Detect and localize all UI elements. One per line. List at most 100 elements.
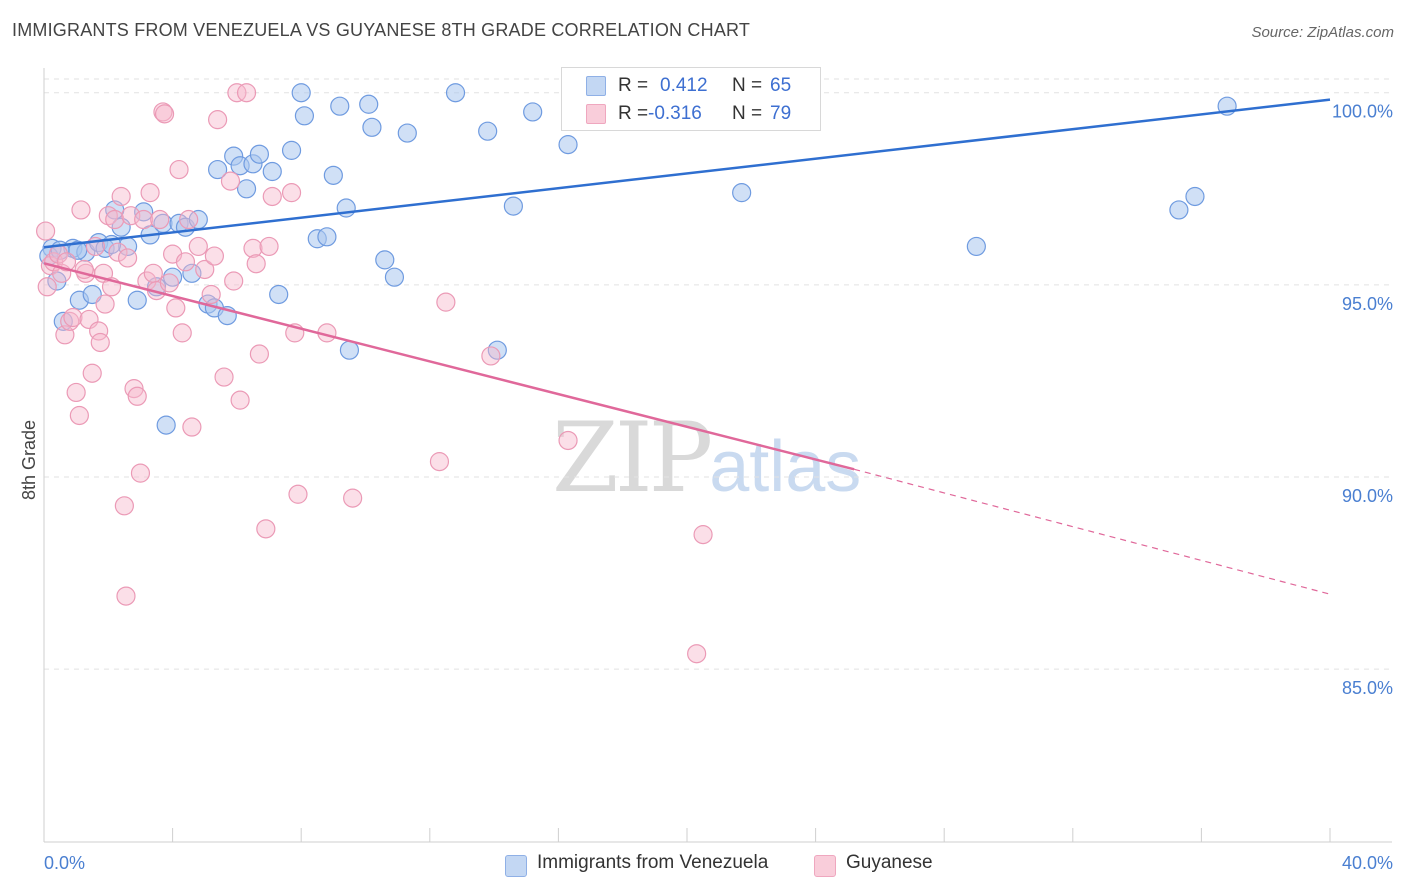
- legend-n-value: 79: [770, 103, 792, 124]
- legend-n-value: 65: [770, 75, 792, 96]
- data-point-guyanese: [69, 405, 89, 426]
- data-point-guyanese: [687, 644, 707, 664]
- legend-r-value: -0.316: [648, 103, 702, 124]
- chart-title: IMMIGRANTS FROM VENEZUELA VS GUYANESE 8T…: [12, 20, 751, 40]
- data-point-guyanese: [154, 104, 175, 124]
- data-point-venezuela: [262, 161, 282, 182]
- data-point-venezuela: [523, 102, 543, 122]
- data-point-guyanese: [111, 186, 131, 207]
- data-point-guyanese: [195, 259, 215, 280]
- data-point-guyanese: [66, 382, 86, 403]
- bottom-legend-label-guyanese: Guyanese: [846, 852, 933, 873]
- data-point-guyanese: [56, 252, 77, 272]
- trend-line-guyanese-extension: [854, 468, 1331, 595]
- zipatlas-watermark: ZIPatlas: [552, 402, 861, 514]
- data-point-guyanese: [90, 332, 110, 353]
- data-point-venezuela: [375, 250, 395, 270]
- data-point-guyanese: [117, 248, 138, 268]
- watermark-atlas: atlas: [709, 427, 862, 507]
- data-point-guyanese: [220, 171, 241, 191]
- data-point-venezuela: [362, 117, 382, 137]
- data-point-guyanese: [37, 277, 57, 297]
- data-point-venezuela: [317, 227, 337, 247]
- data-point-guyanese: [259, 236, 279, 257]
- legend-row-guyanese: R = -0.316 N = 79: [562, 100, 820, 128]
- trend-line-guyanese: [43, 262, 855, 471]
- data-point-guyanese: [288, 484, 308, 504]
- data-point-guyanese: [281, 183, 302, 203]
- data-point-guyanese: [63, 307, 83, 328]
- data-point-venezuela: [294, 106, 315, 126]
- axis-labels: 85.0% 90.0% 95.0% 100.0% 0.0% 40.0% 8th Grade: [19, 102, 1393, 873]
- data-point-guyanese: [429, 452, 450, 472]
- data-point-venezuela: [558, 135, 578, 155]
- data-point-venezuela: [1169, 200, 1189, 220]
- data-point-guyanese: [143, 263, 163, 283]
- data-point-guyanese: [105, 209, 125, 230]
- bottom-legend-swatch-pink: [814, 855, 836, 877]
- data-point-guyanese: [130, 463, 151, 483]
- data-point-venezuela: [323, 165, 343, 185]
- data-point-guyanese: [114, 496, 134, 516]
- data-point-venezuela: [163, 267, 183, 287]
- source-label: Source: ZipAtlas.com: [1251, 24, 1394, 41]
- data-point-guyanese: [249, 344, 270, 364]
- legend-swatch-pink: [586, 104, 606, 124]
- legend-r-label: R =: [618, 103, 649, 124]
- legend-swatch-blue: [586, 76, 606, 96]
- data-point-guyanese: [224, 271, 244, 291]
- y-tick-label: 100.0%: [1332, 102, 1393, 122]
- series-guyanese-points: [36, 83, 713, 664]
- data-point-guyanese: [140, 183, 160, 203]
- data-point-venezuela: [732, 183, 752, 203]
- trend-line-venezuela: [43, 98, 1331, 249]
- data-point-guyanese: [172, 323, 192, 343]
- data-point-guyanese: [230, 390, 250, 410]
- data-point-venezuela: [249, 144, 270, 164]
- data-point-guyanese: [169, 159, 189, 180]
- data-point-guyanese: [36, 221, 56, 241]
- data-point-guyanese: [481, 346, 501, 366]
- data-point-venezuela: [236, 179, 257, 199]
- bottom-legend-label-venezuela: Immigrants from Venezuela: [537, 852, 769, 873]
- data-point-venezuela: [156, 415, 176, 435]
- data-point-guyanese: [227, 83, 247, 103]
- data-point-guyanese: [127, 386, 147, 406]
- bottom-legend-swatch-blue: [505, 855, 527, 877]
- data-point-venezuela: [82, 284, 102, 305]
- data-point-venezuela: [445, 83, 466, 103]
- x-tick-label: 40.0%: [1342, 853, 1393, 873]
- data-point-guyanese: [214, 367, 234, 387]
- data-point-guyanese: [201, 284, 221, 305]
- data-point-guyanese: [208, 110, 228, 130]
- data-point-venezuela: [182, 263, 202, 283]
- data-point-guyanese: [95, 294, 115, 314]
- y-axis-label: 8th Grade: [19, 420, 39, 500]
- data-point-venezuela: [339, 340, 360, 360]
- data-point-guyanese: [246, 254, 266, 274]
- data-point-guyanese: [262, 186, 282, 207]
- x-tick-label: 0.0%: [44, 853, 85, 873]
- data-point-guyanese: [108, 242, 128, 262]
- data-point-guyanese: [179, 209, 199, 230]
- data-point-guyanese: [82, 363, 102, 383]
- data-point-venezuela: [384, 267, 405, 287]
- legend-row-venezuela: R = 0.412 N = 65: [562, 72, 820, 100]
- data-point-venezuela: [134, 202, 154, 222]
- data-point-venezuela: [127, 290, 147, 310]
- data-point-guyanese: [236, 83, 257, 103]
- y-tick-label: 90.0%: [1342, 486, 1393, 506]
- y-tick-label: 85.0%: [1342, 678, 1393, 698]
- data-point-guyanese: [182, 417, 202, 437]
- data-point-venezuela: [397, 123, 417, 143]
- data-point-guyanese: [159, 273, 179, 293]
- legend-r-label: R =: [618, 75, 649, 96]
- data-point-guyanese: [134, 209, 154, 230]
- data-point-guyanese: [243, 238, 263, 258]
- legend-n-label: N =: [732, 75, 763, 96]
- data-point-guyanese: [693, 525, 713, 545]
- data-point-venezuela: [330, 96, 350, 116]
- data-point-venezuela: [478, 121, 498, 141]
- data-point-venezuela: [269, 284, 289, 305]
